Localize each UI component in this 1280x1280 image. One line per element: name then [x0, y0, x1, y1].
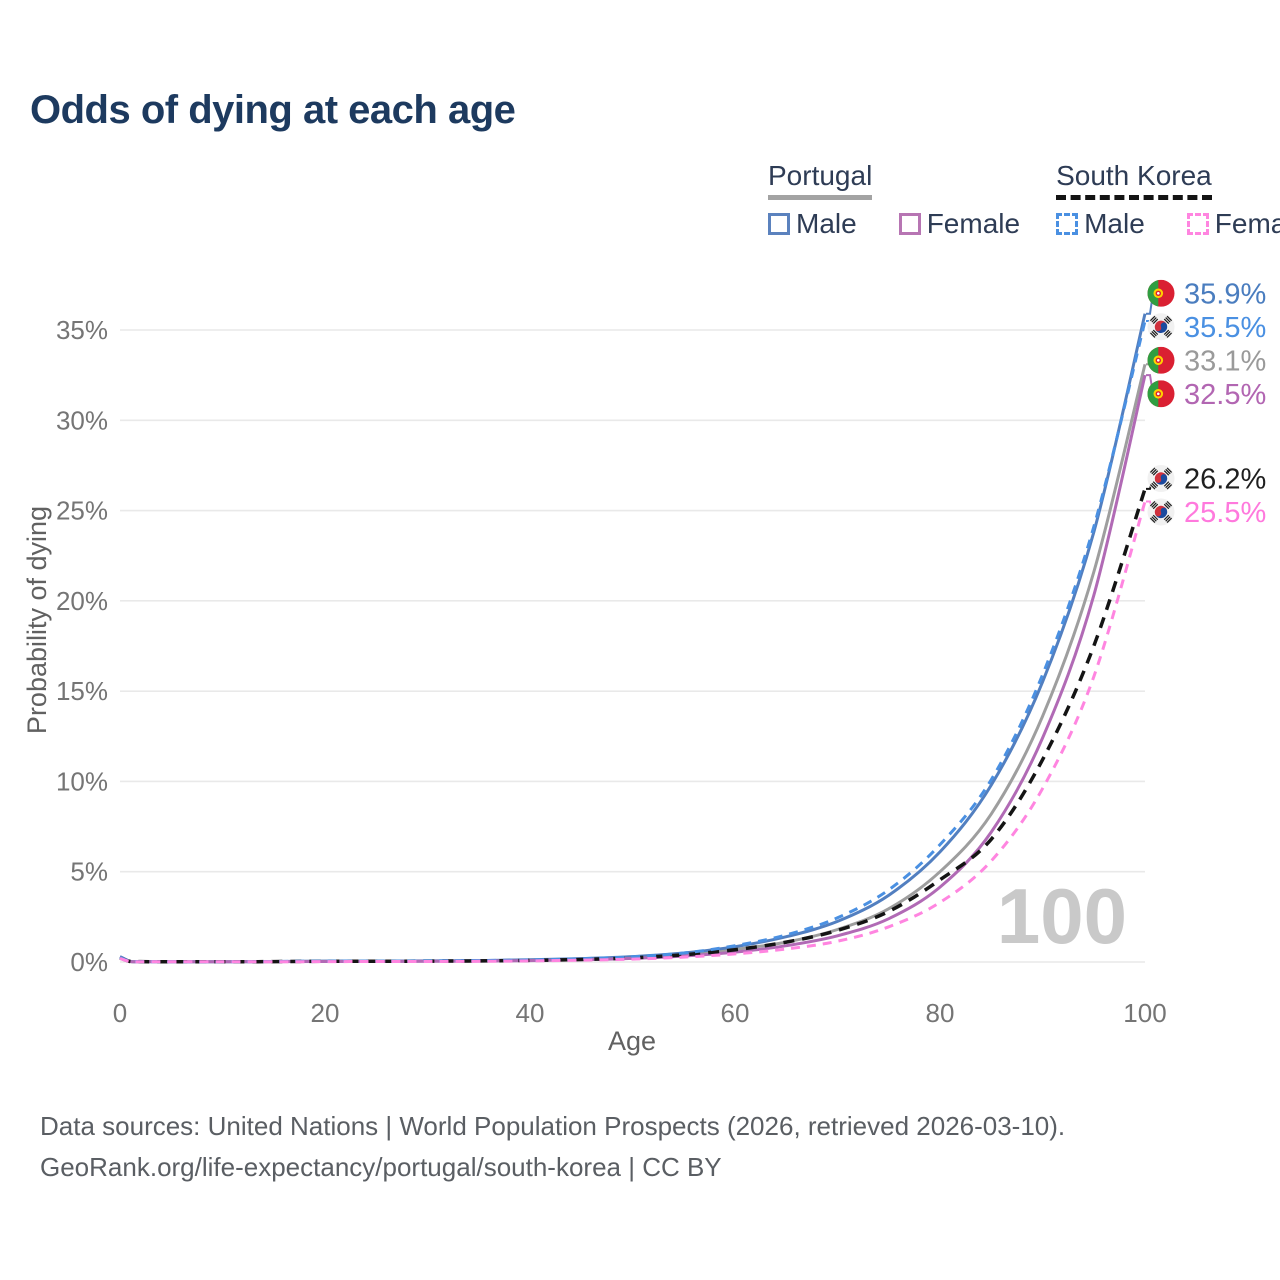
x-tick-label: 100 — [1123, 998, 1166, 1028]
y-tick-label: 20% — [56, 586, 108, 616]
legend-item-label: Male — [1084, 208, 1145, 239]
legend-item-label: Female — [926, 208, 1021, 239]
y-tick-label: 10% — [56, 766, 108, 796]
legend: Portugal Male Female South Korea Male — [768, 160, 1280, 240]
end-value-label-portugal-all: 33.1% — [1184, 345, 1266, 377]
end-value-label-south-korea-all: 26.2% — [1184, 463, 1266, 495]
legend-group-south-korea: South Korea Male Female — [1056, 160, 1280, 240]
portugal-male-swatch-icon — [768, 213, 790, 235]
y-tick-label: 35% — [56, 315, 108, 345]
legend-item-portugal-female[interactable]: Female — [898, 208, 1021, 240]
series-line-portugal-male[interactable] — [119, 313, 1147, 964]
legend-country-portugal[interactable]: Portugal — [768, 160, 873, 200]
page-title: Odds of dying at each age — [30, 88, 516, 132]
y-tick-label: 5% — [70, 857, 108, 887]
x-tick-label: 80 — [926, 998, 955, 1028]
south-korea-flag-icon — [1147, 313, 1175, 341]
end-value-label-portugal-male: 35.9% — [1184, 278, 1266, 310]
x-tick-label: 60 — [721, 998, 750, 1028]
series-line-south-korea-male[interactable] — [119, 320, 1147, 964]
x-tick-label: 40 — [516, 998, 545, 1028]
x-axis-title: Age — [608, 1026, 656, 1056]
legend-item-south-korea-female[interactable]: Female — [1186, 208, 1280, 240]
y-axis-title: Probability of dying — [22, 506, 52, 734]
legend-item-south-korea-male[interactable]: Male — [1056, 208, 1145, 240]
hover-age-watermark: 100 — [997, 872, 1127, 960]
footer-line-1: Data sources: United Nations | World Pop… — [40, 1111, 1066, 1141]
south-korea-male-swatch-icon — [1056, 213, 1079, 235]
portugal-flag-icon — [1147, 346, 1175, 374]
end-value-label-south-korea-female: 25.5% — [1184, 497, 1266, 529]
y-tick-label: 0% — [70, 947, 108, 977]
x-tick-label: 20 — [311, 998, 340, 1028]
series-line-south-korea-all[interactable] — [119, 488, 1147, 964]
end-value-label-south-korea-male: 35.5% — [1184, 312, 1266, 344]
y-tick-label: 30% — [56, 405, 108, 435]
portugal-flag-icon — [1147, 279, 1175, 307]
south-korea-flag-icon — [1147, 498, 1175, 526]
series-line-south-korea-female[interactable] — [119, 501, 1147, 964]
legend-item-label: Female — [1214, 208, 1280, 239]
series-line-portugal-female[interactable] — [119, 374, 1147, 964]
y-tick-label: 15% — [56, 676, 108, 706]
data-source-footer: Data sources: United Nations | World Pop… — [40, 1106, 1065, 1188]
portugal-flag-icon — [1147, 380, 1175, 408]
legend-country-south-korea[interactable]: South Korea — [1056, 160, 1212, 200]
legend-item-portugal-male[interactable]: Male — [768, 208, 857, 240]
chart-canvas[interactable]: 0% 5% 10% 15% 20% 25% 30% 35% 0 20 40 60 80 100 100 3… — [0, 0, 1280, 1080]
end-value-label-portugal-female: 32.5% — [1184, 379, 1266, 411]
x-tick-label: 0 — [113, 998, 127, 1028]
portugal-female-swatch-icon — [898, 213, 921, 235]
legend-item-label: Male — [796, 208, 857, 239]
south-korea-female-swatch-icon — [1186, 213, 1209, 235]
legend-group-portugal: Portugal Male Female — [768, 160, 1020, 240]
y-tick-label: 25% — [56, 496, 108, 526]
footer-line-2: GeoRank.org/life-expectancy/portugal/sou… — [40, 1152, 722, 1182]
south-korea-flag-icon — [1147, 464, 1175, 492]
